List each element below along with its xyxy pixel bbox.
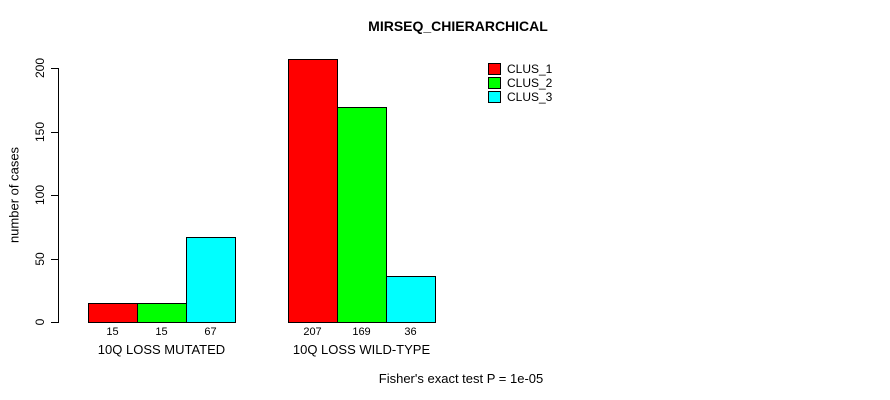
y-axis-tick	[51, 131, 58, 133]
y-axis-line	[58, 68, 59, 323]
y-axis-tick-label: 150	[33, 121, 47, 142]
y-axis-tick-label: 0	[33, 318, 47, 326]
bar-value-label: 36	[404, 326, 417, 338]
legend-label: CLUS_3	[507, 90, 553, 104]
bar-value-label: 67	[204, 326, 217, 338]
legend-item: CLUS_3	[488, 90, 552, 104]
legend-label: CLUS_2	[507, 76, 553, 90]
legend-item: CLUS_2	[488, 76, 552, 90]
legend-swatch-clus_2	[488, 77, 501, 89]
legend-swatch-clus_3	[488, 91, 501, 103]
y-axis-tick	[51, 322, 58, 323]
legend-label: CLUS_1	[507, 62, 553, 76]
y-axis-tick-label: 50	[33, 251, 47, 266]
x-category-label: 10Q LOSS MUTATED	[97, 342, 226, 357]
legend-swatch-clus_1	[488, 63, 501, 75]
bar-clus_2-group1	[137, 302, 187, 323]
y-axis-tick-label: 200	[33, 57, 47, 79]
y-axis-tick	[51, 68, 58, 69]
y-axis-tick	[51, 258, 58, 260]
bar-value-label: 207	[303, 326, 322, 338]
bar-clus_1-group1	[88, 302, 138, 323]
legend-item: CLUS_1	[488, 62, 552, 76]
bar-value-label: 15	[106, 326, 119, 338]
y-axis-tick-label: 100	[33, 184, 47, 206]
bar-clus_3-group2	[386, 276, 436, 323]
x-category-label: 10Q LOSS WILD-TYPE	[292, 342, 431, 357]
bar-value-label: 169	[352, 326, 371, 338]
bar-clus_3-group1	[186, 236, 236, 323]
bar-clus_2-group2	[337, 107, 387, 323]
chart-title: MIRSEQ_CHIERARCHICAL	[368, 18, 548, 34]
bar-clus_1-group2	[288, 59, 338, 323]
y-axis-label: number of cases	[6, 146, 22, 244]
y-axis-tick	[51, 195, 58, 196]
footer-note: Fisher's exact test P = 1e-05	[378, 371, 544, 386]
bar-value-label: 15	[155, 326, 168, 338]
legend: CLUS_1 CLUS_2 CLUS_3	[488, 62, 552, 104]
